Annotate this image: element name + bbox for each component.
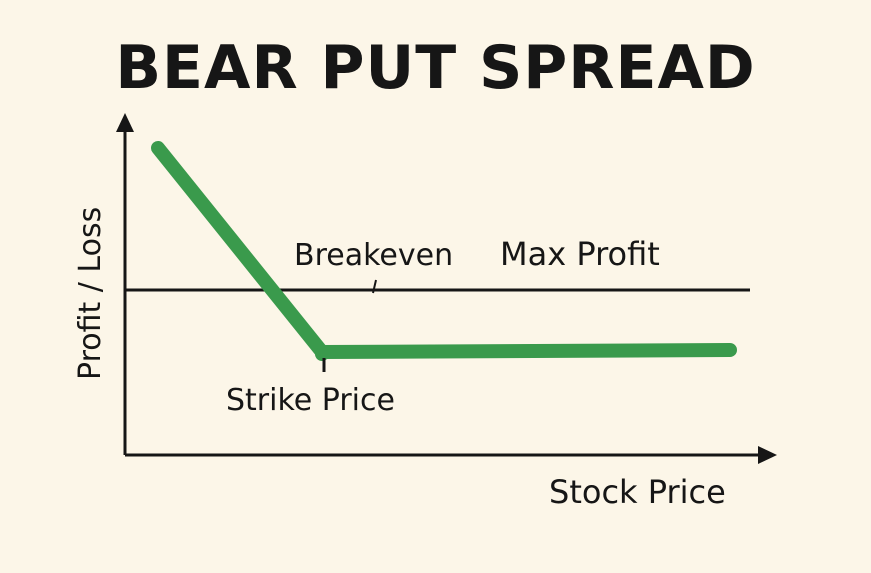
breakeven-label: Breakeven xyxy=(294,238,453,273)
breakeven-tick xyxy=(372,279,377,294)
x-axis-arrow-icon xyxy=(758,446,777,464)
strike-price-label: Strike Price xyxy=(226,383,395,418)
y-axis-arrow-icon xyxy=(116,113,134,132)
strike-point xyxy=(315,347,329,361)
y-axis-label: Profit / Loss xyxy=(73,207,108,380)
x-axis-label: Stock Price xyxy=(549,473,726,511)
max-profit-label: Max Profit xyxy=(500,235,660,273)
page-title: BEAR PUT SPREAD xyxy=(115,33,756,103)
